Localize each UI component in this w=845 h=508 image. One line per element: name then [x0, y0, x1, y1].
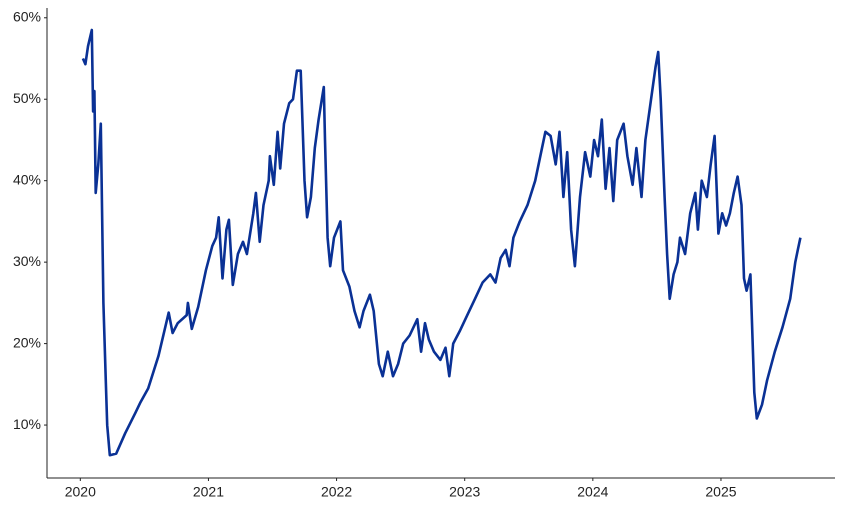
- y-tick-label: 10%: [13, 416, 41, 432]
- x-tick-label: 2023: [449, 484, 480, 500]
- y-tick-label: 60%: [13, 8, 41, 24]
- x-tick-label: 2025: [705, 484, 736, 500]
- y-tick-label: 30%: [13, 253, 41, 269]
- x-tick-label: 2020: [65, 484, 96, 500]
- y-tick-label: 50%: [13, 90, 41, 106]
- x-tick-label: 2024: [577, 484, 608, 500]
- y-tick-label: 20%: [13, 334, 41, 350]
- line-series: [81, 28, 802, 457]
- x-tick-label: 2021: [193, 484, 224, 500]
- y-tick-label: 40%: [13, 171, 41, 187]
- x-tick-label: 2022: [321, 484, 352, 500]
